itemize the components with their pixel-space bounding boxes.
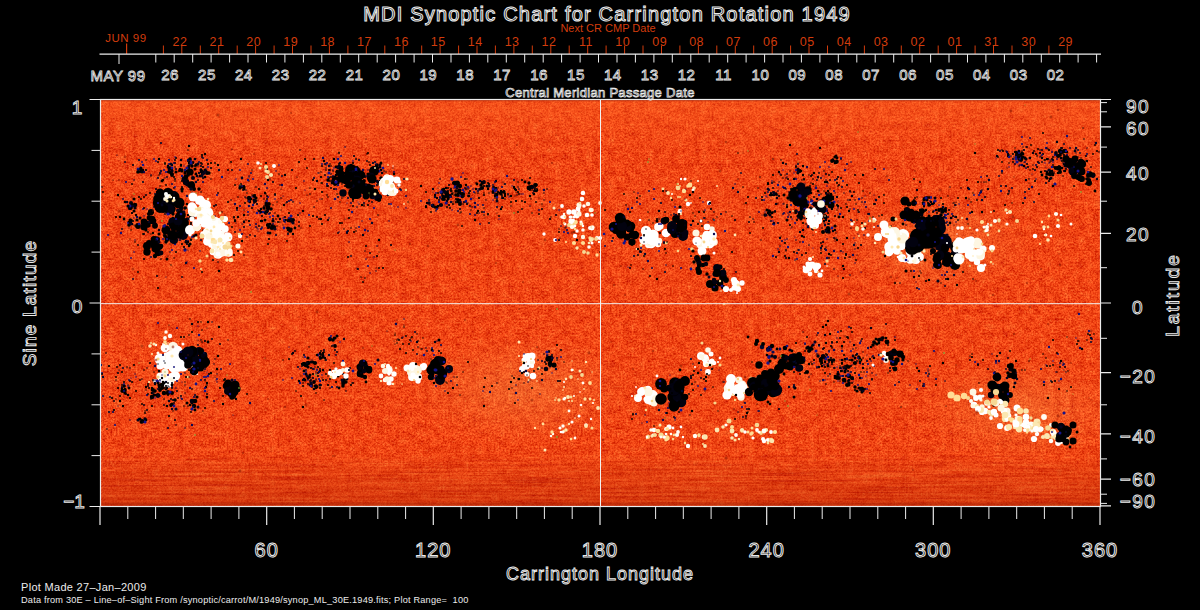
svg-text:−20: −20 xyxy=(1120,366,1157,387)
svg-text:JUN 99: JUN 99 xyxy=(105,32,146,44)
svg-text:12: 12 xyxy=(542,35,557,49)
svg-text:16: 16 xyxy=(394,35,409,49)
svg-text:60: 60 xyxy=(255,539,279,561)
svg-text:30: 30 xyxy=(1021,35,1036,49)
svg-text:13: 13 xyxy=(505,35,520,49)
svg-text:05: 05 xyxy=(800,35,815,49)
svg-text:10: 10 xyxy=(615,35,630,49)
svg-text:22: 22 xyxy=(309,66,327,83)
svg-text:0: 0 xyxy=(72,296,83,317)
svg-text:Latitude: Latitude xyxy=(1162,253,1183,337)
svg-text:21: 21 xyxy=(209,35,224,49)
svg-text:15: 15 xyxy=(431,35,446,49)
svg-text:02: 02 xyxy=(911,35,926,49)
svg-text:14: 14 xyxy=(468,35,483,49)
svg-text:18: 18 xyxy=(456,66,474,83)
svg-text:MAY 99: MAY 99 xyxy=(91,67,146,84)
svg-text:24: 24 xyxy=(235,66,253,83)
svg-text:12: 12 xyxy=(678,66,696,83)
svg-text:−60: −60 xyxy=(1120,469,1157,490)
svg-text:360: 360 xyxy=(1082,539,1118,561)
svg-text:11: 11 xyxy=(579,35,593,49)
svg-text:25: 25 xyxy=(198,66,216,83)
svg-text:13: 13 xyxy=(641,66,659,83)
svg-text:26: 26 xyxy=(161,66,179,83)
svg-text:20: 20 xyxy=(383,66,401,83)
svg-text:Carrington Longitude: Carrington Longitude xyxy=(506,564,694,584)
svg-text:19: 19 xyxy=(283,35,298,49)
svg-text:18: 18 xyxy=(320,35,335,49)
svg-text:09: 09 xyxy=(652,35,667,49)
svg-text:Next CR CMP Date: Next CR CMP Date xyxy=(560,22,655,34)
svg-text:07: 07 xyxy=(862,66,880,83)
svg-text:05: 05 xyxy=(936,66,954,83)
svg-text:31: 31 xyxy=(984,35,999,49)
svg-text:06: 06 xyxy=(763,35,778,49)
svg-text:04: 04 xyxy=(837,35,852,49)
svg-text:1: 1 xyxy=(72,97,83,118)
svg-text:−1: −1 xyxy=(63,491,85,512)
svg-text:08: 08 xyxy=(825,66,843,83)
svg-text:22: 22 xyxy=(173,35,188,49)
svg-text:Sine Latitude: Sine Latitude xyxy=(19,240,40,367)
svg-text:14: 14 xyxy=(604,66,622,83)
svg-text:40: 40 xyxy=(1126,163,1150,184)
svg-text:03: 03 xyxy=(874,35,889,49)
svg-text:07: 07 xyxy=(726,35,741,49)
svg-text:0: 0 xyxy=(1132,297,1144,318)
svg-text:90: 90 xyxy=(1126,96,1150,117)
svg-text:−90: −90 xyxy=(1120,491,1157,512)
svg-text:15: 15 xyxy=(567,66,585,83)
svg-text:29: 29 xyxy=(1058,35,1073,49)
svg-text:11: 11 xyxy=(715,66,732,83)
svg-text:20: 20 xyxy=(246,35,261,49)
svg-text:17: 17 xyxy=(493,66,511,83)
svg-text:01: 01 xyxy=(947,35,962,49)
svg-text:21: 21 xyxy=(346,66,364,83)
svg-text:120: 120 xyxy=(415,539,451,561)
svg-text:19: 19 xyxy=(419,66,437,83)
svg-text:60: 60 xyxy=(1126,118,1150,139)
svg-text:300: 300 xyxy=(915,539,951,561)
svg-text:Central Meridian Passage Date: Central Meridian Passage Date xyxy=(505,85,694,100)
svg-text:06: 06 xyxy=(899,66,917,83)
svg-text:10: 10 xyxy=(752,66,770,83)
svg-text:08: 08 xyxy=(689,35,704,49)
svg-text:20: 20 xyxy=(1126,224,1150,245)
svg-text:17: 17 xyxy=(357,35,372,49)
svg-text:240: 240 xyxy=(749,539,785,561)
svg-text:09: 09 xyxy=(788,66,806,83)
svg-text:03: 03 xyxy=(1010,66,1028,83)
svg-text:−40: −40 xyxy=(1120,426,1157,447)
svg-text:Data from 30E – Line–of–Sight: Data from 30E – Line–of–Sight From /syno… xyxy=(21,595,469,605)
svg-text:180: 180 xyxy=(582,539,618,561)
svg-text:02: 02 xyxy=(1047,66,1065,83)
svg-text:04: 04 xyxy=(973,66,991,83)
svg-text:Plot Made 27–Jan–2009: Plot Made 27–Jan–2009 xyxy=(21,581,147,593)
svg-text:16: 16 xyxy=(530,66,548,83)
svg-text:23: 23 xyxy=(272,66,290,83)
